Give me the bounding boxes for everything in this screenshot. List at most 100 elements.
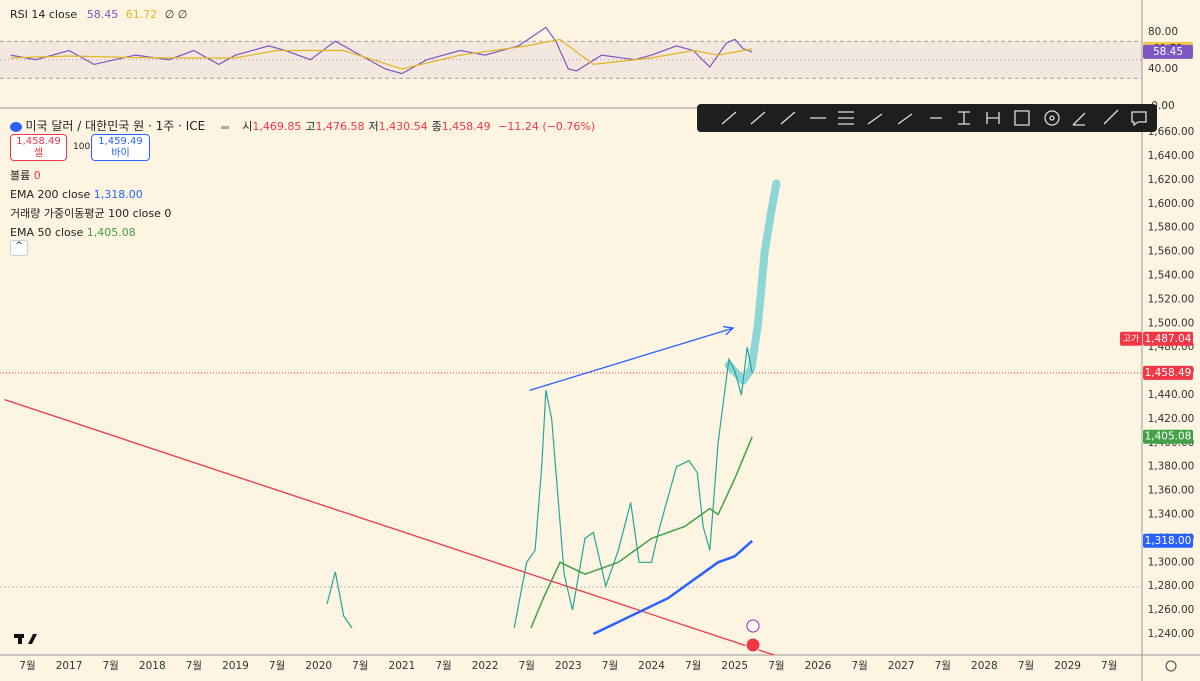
legend-value: 58.45 bbox=[86, 8, 119, 21]
indicator-name: EMA 50 close bbox=[10, 226, 84, 239]
series-line bbox=[530, 436, 753, 629]
ohlc-value: 1,430.54 bbox=[378, 120, 428, 133]
rsi-line bbox=[10, 26, 753, 75]
x-tick-label: 2024 bbox=[638, 660, 665, 672]
symbol-name: 미국 달러 / 대한민국 원 · 1주 · ICE bbox=[25, 119, 206, 133]
drawing-toolbar[interactable] bbox=[697, 104, 1157, 132]
indicator-name: EMA 200 close bbox=[10, 188, 91, 201]
y-tick-label: 1,580.00 bbox=[1148, 222, 1195, 234]
x-tick-label: 7월 bbox=[602, 660, 618, 672]
y-tick-label: 1,300.00 bbox=[1148, 556, 1195, 568]
buy-label: 바이 bbox=[111, 148, 130, 159]
indicator: EMA 200 close 1,318.00 bbox=[10, 185, 171, 204]
chart-markers bbox=[745, 619, 761, 653]
x-tick-label: 7월 bbox=[19, 660, 35, 672]
x-tick-label: 7월 bbox=[768, 660, 784, 672]
ohlc-value: 1,458.49 bbox=[441, 120, 491, 133]
ohlc-value: 1,476.58 bbox=[315, 120, 365, 133]
y-tick-label: 1,380.00 bbox=[1148, 461, 1195, 473]
price-badge-label: 58.45 bbox=[1153, 46, 1183, 58]
indicator-value: 0 bbox=[33, 169, 41, 182]
x-tick-label: 7월 bbox=[935, 660, 951, 672]
indicator: EMA 50 close 1,405.08 bbox=[10, 223, 171, 242]
ohlc-key: 고 bbox=[305, 120, 316, 133]
x-tick-label: 2029 bbox=[1054, 660, 1081, 672]
arrow-head bbox=[723, 325, 735, 336]
ohlc: 시1,469.85 고1,476.58 저1,430.54 종1,458.49 bbox=[242, 120, 494, 133]
price-badge-label: 1,458.49 bbox=[1145, 367, 1192, 379]
legend-value: 61.72 bbox=[125, 8, 158, 21]
price-badge bbox=[1143, 365, 1193, 380]
y-tick-label: 1,660.00 bbox=[1148, 126, 1195, 138]
sell-label: 셀 bbox=[33, 148, 44, 159]
price-badge-label: 1,405.08 bbox=[1145, 431, 1192, 443]
event-marker bbox=[746, 619, 760, 633]
series-line bbox=[326, 347, 753, 629]
indicator-value: 1,318.00 bbox=[93, 188, 143, 201]
collapse-button[interactable]: ^ bbox=[10, 240, 28, 256]
x-tick-label: 7월 bbox=[1018, 660, 1034, 672]
x-tick-label: 7월 bbox=[519, 660, 535, 672]
indicator-legend: 볼륨 0 EMA 200 close 1,318.00 거래량 가중이동평균 1… bbox=[10, 166, 171, 242]
x-tick-label: 7월 bbox=[685, 660, 701, 672]
rsi-legend: RSI 14 close 58.45 61.72 ∅ ∅ bbox=[10, 8, 187, 21]
main-pane bbox=[0, 179, 1142, 655]
legend-value: ∅ ∅ bbox=[164, 8, 188, 21]
rsi-line bbox=[10, 38, 753, 70]
rsi-pane bbox=[0, 26, 1142, 79]
y-tick-label: 1,640.00 bbox=[1148, 150, 1195, 162]
drawing-brush bbox=[724, 179, 781, 385]
buy-price: 1,459.49 bbox=[98, 136, 143, 147]
y-tick-label: 1,500.00 bbox=[1148, 317, 1195, 329]
price-badge bbox=[1143, 331, 1193, 346]
x-tick-label: 2023 bbox=[555, 660, 582, 672]
x-tick-label: 2020 bbox=[305, 660, 332, 672]
price-badge bbox=[1143, 429, 1193, 444]
y-tick-label: 1,240.00 bbox=[1148, 628, 1195, 640]
x-tick-label: 7월 bbox=[269, 660, 285, 672]
x-tick-label: 7월 bbox=[851, 660, 867, 672]
sell-button[interactable]: 1,458.49 셀 bbox=[10, 134, 67, 161]
price-badge-label: 1,487.04 bbox=[1145, 333, 1192, 345]
rsi-tick-label: 80.00 bbox=[1148, 26, 1178, 38]
x-tick-label: 2028 bbox=[971, 660, 998, 672]
indicator: 볼륨 0 bbox=[10, 166, 171, 185]
symbol-icon bbox=[10, 122, 22, 132]
price-badge bbox=[1143, 44, 1193, 59]
spread: 100 bbox=[73, 142, 91, 152]
price-change: −11.24 (−0.76%) bbox=[498, 120, 596, 133]
flag-marker bbox=[745, 637, 761, 653]
buy-button[interactable]: 1,459.49 바이 bbox=[91, 134, 150, 161]
badge-tag-label: 고가 bbox=[1123, 333, 1140, 344]
x-tick-label: 2022 bbox=[472, 660, 499, 672]
price-badge bbox=[1143, 533, 1193, 548]
x-tick-label: 2027 bbox=[888, 660, 915, 672]
indicator: 거래량 가중이동평균 100 close 0 bbox=[10, 204, 171, 223]
x-tick-label: 2019 bbox=[222, 660, 249, 672]
x-tick-label: 7월 bbox=[102, 660, 118, 672]
settings-icon[interactable] bbox=[1165, 660, 1177, 672]
x-tick-label: 2017 bbox=[56, 660, 83, 672]
y-tick-label: 1,520.00 bbox=[1148, 293, 1195, 305]
sell-price: 1,458.49 bbox=[16, 136, 61, 147]
toolbar-icons bbox=[721, 109, 1147, 127]
axes: 80.00 40.00 0.00 1,660.00 1,640.00 1,620.00 1,… bbox=[19, 26, 1194, 672]
y-tick-label: 1,420.00 bbox=[1148, 413, 1195, 425]
rsi-tick-label: 40.00 bbox=[1148, 63, 1178, 75]
x-tick-label: 2026 bbox=[805, 660, 832, 672]
x-tick-label: 7월 bbox=[1101, 660, 1117, 672]
y-tick-label: 1,540.00 bbox=[1148, 270, 1195, 282]
indicator-name: 거래량 가중이동평균 100 close 0 bbox=[10, 207, 172, 220]
indicator-value: 1,405.08 bbox=[86, 226, 136, 239]
indicator-name: 볼륨 bbox=[10, 169, 31, 182]
y-tick-label: 1,600.00 bbox=[1148, 198, 1195, 210]
drawing-trendline bbox=[4, 399, 776, 655]
y-tick-label: 1,560.00 bbox=[1148, 246, 1195, 258]
logo bbox=[14, 634, 37, 644]
status-icon bbox=[220, 125, 229, 129]
badge-tag bbox=[1120, 331, 1142, 346]
x-tick-label: 2018 bbox=[139, 660, 166, 672]
y-tick-label: 1,440.00 bbox=[1148, 389, 1195, 401]
